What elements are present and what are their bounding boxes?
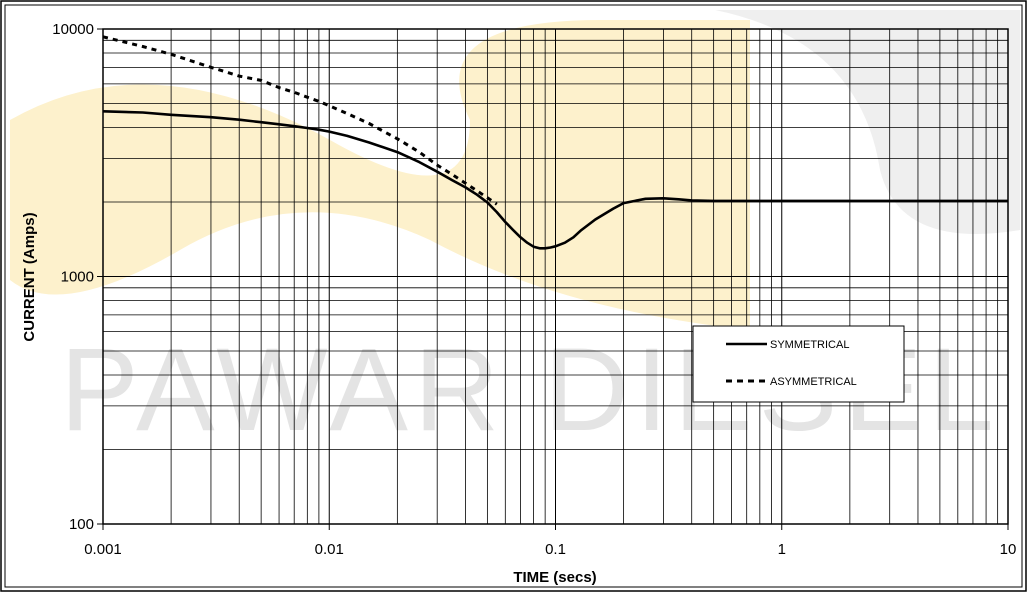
series-line-symmetrical — [102, 110, 1008, 250]
legend: SYMMETRICAL ASYMMETRICAL — [692, 325, 905, 403]
legend-box — [692, 325, 905, 403]
y-axis-title: CURRENT (Amps) — [21, 212, 38, 341]
watermark-warm-shape — [10, 20, 750, 330]
series-layer — [102, 35, 1008, 250]
x-tick-label: 10 — [1000, 541, 1017, 558]
x-tick-labels: 0.001 0.01 0.1 1 10 — [84, 524, 1016, 558]
y-tick-labels: 100 1000 10000 — [52, 21, 103, 533]
series-line-asymmetrical — [102, 35, 498, 206]
y-tick-label: 10000 — [52, 21, 94, 38]
x-tick-label: 1 — [778, 541, 786, 558]
legend-symmetrical-label: SYMMETRICAL — [770, 339, 849, 351]
x-tick-label: 0.1 — [545, 541, 566, 558]
y-tick-label: 1000 — [61, 269, 94, 286]
y-tick-label: 100 — [69, 516, 94, 533]
watermark-gray-shape — [715, 10, 1020, 234]
legend-asymmetrical-label: ASYMMETRICAL — [770, 376, 857, 388]
x-axis-title: TIME (secs) — [513, 569, 596, 586]
x-tick-label: 0.001 — [84, 541, 122, 558]
plot-area: 0.001 0.01 0.1 1 10 100 1000 10000 — [52, 21, 1016, 558]
x-tick-label: 0.01 — [315, 541, 344, 558]
inner-border — [4, 4, 1023, 588]
watermark: PAWAR DIESEL AS — [10, 10, 1027, 456]
